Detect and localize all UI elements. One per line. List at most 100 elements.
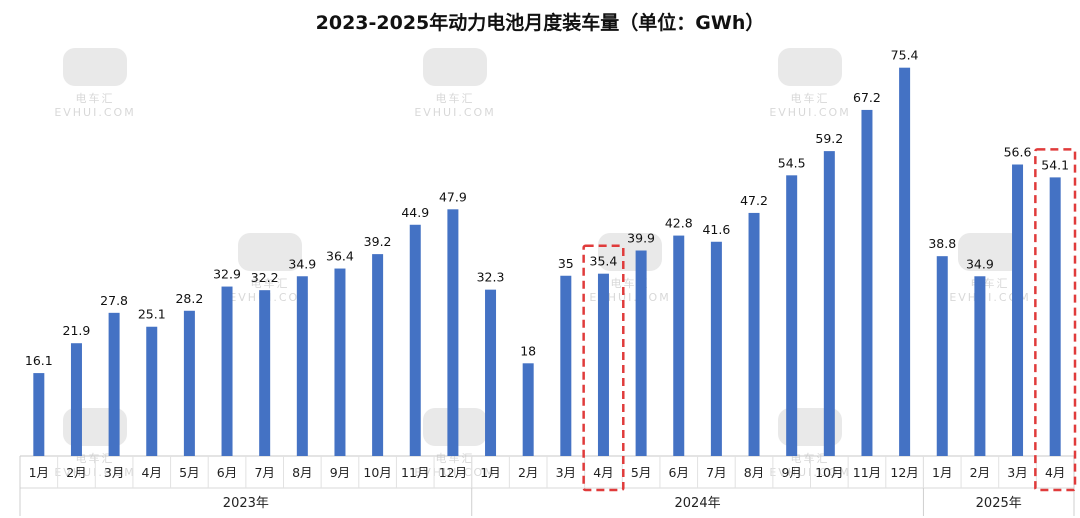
data-label: 18 [520, 343, 536, 358]
data-label: 25.1 [138, 307, 166, 322]
category-label: 4月 [1045, 465, 1065, 480]
bar [296, 276, 308, 456]
category-label: 12月 [439, 465, 467, 480]
category-label: 10月 [363, 465, 391, 480]
data-label: 32.9 [213, 267, 241, 282]
watermark-text: EVHUI.COM [769, 106, 850, 119]
category-label: 8月 [292, 465, 312, 480]
bar [372, 254, 384, 456]
category-label: 1月 [480, 465, 500, 480]
data-label: 32.3 [477, 270, 505, 285]
bar [447, 209, 459, 456]
watermark-text: EVHUI.COM [949, 291, 1030, 304]
bar [409, 224, 421, 456]
watermark-brand: 电车汇 [76, 91, 115, 105]
data-label: 35.4 [590, 254, 618, 269]
category-label: 3月 [104, 465, 124, 480]
category-label: 5月 [179, 465, 199, 480]
data-label: 28.2 [175, 291, 203, 306]
bar [936, 256, 948, 456]
bar [597, 273, 609, 456]
watermark-text: EVHUI.COM [589, 291, 670, 304]
bar [221, 286, 233, 456]
watermark-mark-icon [423, 48, 487, 86]
data-label: 34.9 [966, 256, 994, 271]
category-label: 2月 [66, 465, 86, 480]
bar [635, 250, 647, 456]
category-label: 9月 [330, 465, 350, 480]
group-label: 2025年 [976, 496, 1022, 511]
bar [522, 363, 534, 456]
category-label: 5月 [631, 465, 651, 480]
category-label: 2月 [518, 465, 538, 480]
data-label: 36.4 [326, 249, 354, 264]
bar [485, 289, 497, 456]
bar [334, 268, 346, 456]
data-label: 47.9 [439, 189, 467, 204]
category-label: 7月 [254, 465, 274, 480]
bar [786, 175, 798, 456]
category-label: 3月 [1007, 465, 1027, 480]
bar [748, 212, 760, 456]
watermark-text: EVHUI.COM [414, 106, 495, 119]
bar [974, 276, 986, 456]
data-label: 56.6 [1004, 145, 1032, 160]
watermark-text: EVHUI.COM [769, 466, 850, 479]
category-label: 11月 [853, 465, 881, 480]
watermark-mark-icon [958, 233, 1022, 271]
data-label: 21.9 [63, 323, 91, 338]
data-label: 38.8 [928, 236, 956, 251]
data-label: 54.5 [778, 155, 806, 170]
data-label: 41.6 [702, 222, 730, 237]
highlight-box [582, 244, 625, 492]
bar [1049, 177, 1061, 456]
watermark-text: EVHUI.COM [54, 466, 135, 479]
data-label: 59.2 [815, 131, 843, 146]
category-label: 9月 [781, 465, 801, 480]
bar [183, 310, 195, 456]
data-label: 67.2 [853, 90, 881, 105]
category-label: 11月 [401, 465, 429, 480]
bar [70, 343, 82, 456]
group-label: 2023年 [223, 496, 269, 511]
category-label: 12月 [890, 465, 918, 480]
bar [146, 326, 158, 456]
bar [673, 235, 685, 456]
watermark-mark-icon [238, 233, 302, 271]
data-label: 75.4 [891, 48, 919, 63]
bar [1012, 164, 1024, 456]
watermark-brand: 电车汇 [251, 276, 290, 290]
data-label: 39.2 [364, 234, 392, 249]
watermark-mark-icon [778, 48, 842, 86]
data-label: 16.1 [25, 353, 53, 368]
watermark-brand: 电车汇 [791, 91, 830, 105]
watermark-brand: 电车汇 [76, 451, 115, 465]
watermark-text: EVHUI.COM [54, 106, 135, 119]
data-label: 44.9 [401, 205, 429, 220]
category-label: 3月 [556, 465, 576, 480]
category-label: 4月 [142, 465, 162, 480]
data-label: 54.1 [1041, 157, 1069, 172]
watermark-mark-icon [63, 48, 127, 86]
category-label: 8月 [744, 465, 764, 480]
data-label: 35 [558, 256, 574, 271]
watermark-brand: 电车汇 [791, 451, 830, 465]
bar [259, 290, 271, 456]
bar [560, 275, 572, 456]
data-label: 34.9 [288, 256, 316, 271]
bar [108, 312, 120, 456]
data-label: 42.8 [665, 216, 693, 231]
watermark-brand: 电车汇 [436, 451, 475, 465]
category-label: 7月 [706, 465, 726, 480]
data-label: 47.2 [740, 193, 768, 208]
watermark-brand: 电车汇 [436, 91, 475, 105]
category-label: 6月 [217, 465, 237, 480]
category-label: 2月 [970, 465, 990, 480]
bar [33, 373, 45, 456]
category-label: 1月 [932, 465, 952, 480]
